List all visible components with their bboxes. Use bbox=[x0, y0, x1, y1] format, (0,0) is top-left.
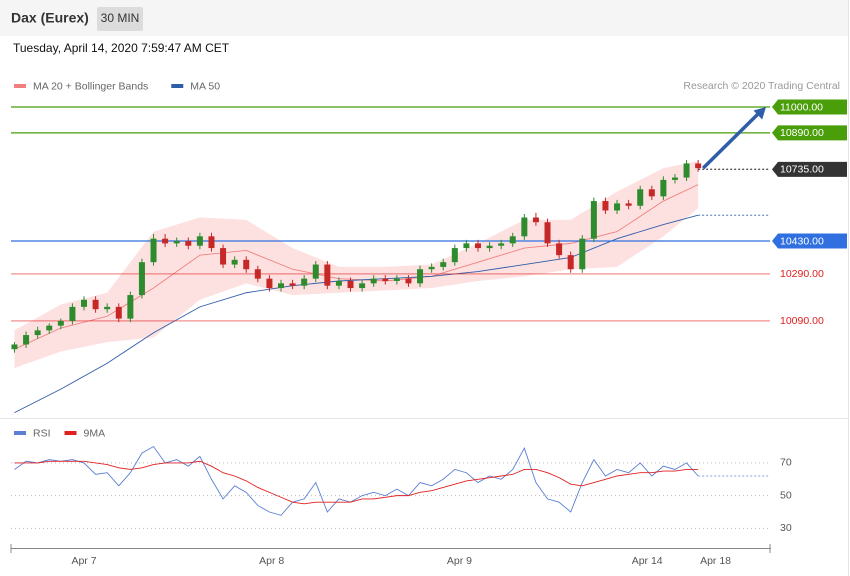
candle-body bbox=[556, 243, 563, 256]
candle-body bbox=[150, 238, 157, 263]
candle-body bbox=[57, 320, 64, 326]
candle-body bbox=[277, 283, 284, 289]
candle-body bbox=[602, 201, 609, 211]
credit: Research © 2020 Trading Central bbox=[683, 80, 840, 92]
candle-body bbox=[138, 262, 145, 296]
candle-body bbox=[92, 299, 99, 310]
candle-body bbox=[359, 283, 366, 289]
instrument-title: Dax (Eurex) bbox=[11, 10, 89, 26]
candle-body bbox=[463, 243, 470, 249]
candle-body bbox=[625, 203, 632, 206]
level-label: 11000.00 bbox=[780, 101, 823, 113]
candle-body bbox=[185, 241, 192, 246]
level-tag bbox=[772, 233, 847, 249]
y-tick-label: 50 bbox=[780, 489, 792, 501]
x-tick-label: Apr 18 bbox=[700, 555, 731, 567]
timeframe-badge[interactable] bbox=[97, 7, 143, 31]
level-tag bbox=[772, 99, 847, 115]
candle-body bbox=[254, 269, 261, 279]
level-tag bbox=[772, 161, 847, 177]
level-label: 10890.00 bbox=[780, 127, 824, 139]
candle-body bbox=[231, 259, 238, 265]
datetime: Tuesday, April 14, 2020 7:59:47 AM CET bbox=[13, 41, 230, 55]
level-tag bbox=[772, 125, 847, 141]
legend-swatch bbox=[64, 431, 77, 435]
candle-body bbox=[417, 269, 424, 284]
candle-body bbox=[532, 217, 539, 223]
x-tick-label: Apr 8 bbox=[259, 555, 284, 567]
target-arrow bbox=[701, 112, 760, 170]
candle-body bbox=[127, 295, 134, 319]
candle-body bbox=[69, 306, 76, 321]
candle-body bbox=[347, 280, 354, 289]
candle-body bbox=[614, 203, 621, 211]
candle-body bbox=[23, 335, 30, 345]
candle-body bbox=[324, 264, 331, 286]
candle-body bbox=[301, 278, 308, 286]
indicator-line bbox=[14, 460, 699, 505]
candle-body bbox=[81, 299, 88, 307]
candle-body bbox=[498, 243, 505, 246]
candle-body bbox=[173, 241, 180, 244]
candle-body bbox=[382, 278, 389, 281]
level-label: 10735.00 bbox=[780, 164, 824, 176]
candle-body bbox=[370, 278, 377, 284]
candle-body bbox=[289, 283, 296, 286]
candle-body bbox=[115, 306, 122, 319]
legend-swatch bbox=[171, 84, 184, 88]
candle-body bbox=[451, 248, 458, 263]
candle-body bbox=[335, 280, 342, 286]
candle-body bbox=[104, 306, 111, 310]
indicator-line bbox=[14, 445, 699, 516]
candle-body bbox=[428, 266, 435, 270]
candle-body bbox=[521, 217, 528, 237]
legend-label: RSI bbox=[33, 427, 51, 439]
level-label: 10090.00 bbox=[780, 315, 824, 327]
candle-body bbox=[312, 264, 319, 279]
candle-body bbox=[579, 238, 586, 270]
legend-label: MA 50 bbox=[190, 80, 220, 92]
candle-body bbox=[660, 179, 667, 197]
legend-swatch bbox=[14, 431, 26, 435]
candle-body bbox=[11, 344, 18, 350]
candle-body bbox=[590, 201, 597, 239]
candle-body bbox=[208, 236, 215, 249]
candle-body bbox=[486, 245, 493, 249]
candle-body bbox=[648, 189, 655, 197]
candle-body bbox=[671, 177, 678, 180]
x-tick-label: Apr 9 bbox=[447, 555, 472, 567]
candle-body bbox=[683, 163, 690, 178]
y-tick-label: 70 bbox=[780, 457, 792, 469]
candle-body bbox=[162, 238, 169, 244]
timeframe[interactable]: 30 MIN bbox=[101, 11, 140, 25]
candle-body bbox=[405, 278, 412, 284]
level-label: 10430.00 bbox=[780, 235, 824, 247]
x-tick-label: Apr 7 bbox=[71, 555, 96, 567]
legend-label: MA 20 + Bollinger Bands bbox=[33, 80, 148, 92]
candle-body bbox=[544, 222, 551, 244]
bollinger-band bbox=[14, 161, 699, 368]
candle-body bbox=[474, 243, 481, 249]
candle-body bbox=[266, 278, 273, 289]
x-tick-label: Apr 14 bbox=[632, 555, 663, 567]
candle-body bbox=[695, 163, 702, 169]
candle-body bbox=[509, 236, 516, 244]
y-tick-label: 30 bbox=[780, 522, 792, 534]
candle-body bbox=[637, 189, 644, 206]
level-label: 10290.00 bbox=[780, 268, 824, 280]
arrow-head bbox=[753, 107, 766, 120]
candle-body bbox=[220, 248, 227, 265]
candle-body bbox=[243, 259, 250, 270]
legend-swatch bbox=[14, 84, 26, 88]
candle-body bbox=[440, 262, 447, 267]
candle-body bbox=[567, 255, 574, 270]
candle-body bbox=[34, 330, 41, 336]
legend-label: 9MA bbox=[84, 427, 106, 439]
candle-body bbox=[46, 325, 53, 331]
candle-body bbox=[393, 278, 400, 281]
candle-body bbox=[196, 236, 203, 246]
